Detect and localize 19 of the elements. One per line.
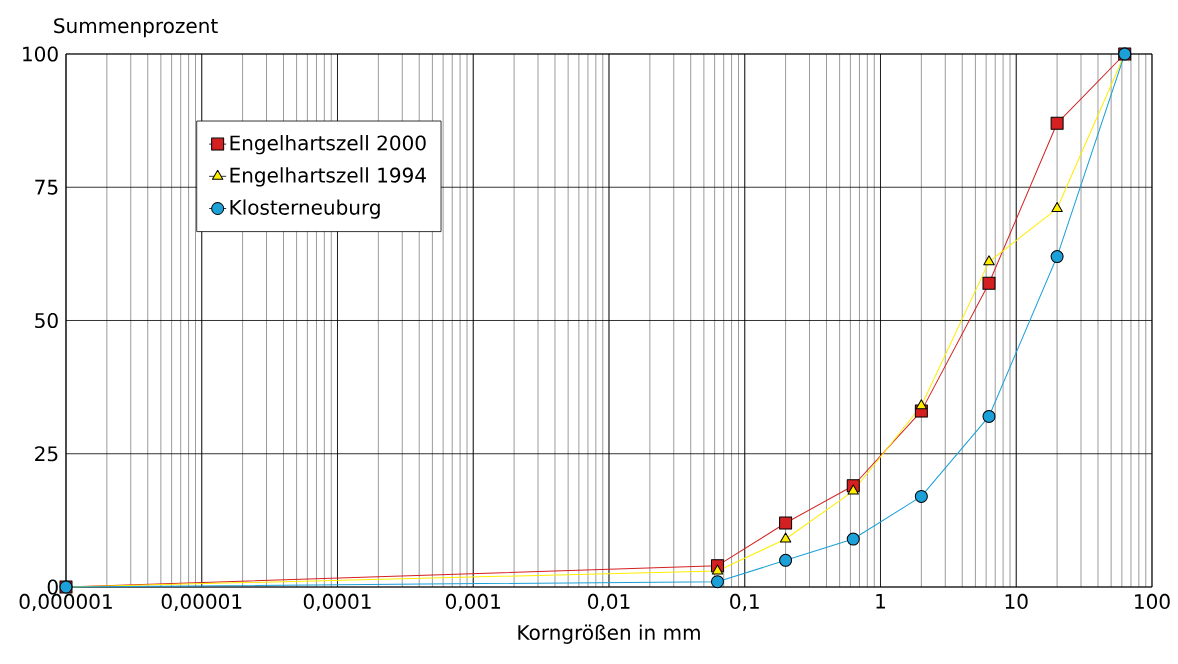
legend-label: Klosterneuburg [230,199,380,219]
x-tick-label: 0,0001 [303,593,371,612]
x-tick-label: 0,01 [588,593,630,612]
x-tick-label: 0,1 [730,593,759,612]
y-tick-label: 100 [23,46,58,62]
x-axis-title: Korngrößen in mm [518,624,700,644]
x-tick-label: 1 [876,593,886,609]
legend-label: Engelhartszell 1994 [230,167,426,187]
legend-label: Engelhartszell 2000 [230,135,426,155]
y-tick-label: 50 [35,312,58,329]
x-tick-label: 100 [1135,593,1170,609]
x-tick-label: 10 [1005,593,1028,609]
y-axis-title: Summenprozent [54,18,218,38]
x-tick-label: 0,000001 [19,593,112,612]
y-tick-label: 0 [47,579,58,595]
x-tick-label: 0,001 [445,593,501,612]
x-tick-label: 0,00001 [161,593,242,612]
y-tick-label: 25 [35,446,58,462]
y-tick-label: 75 [35,179,58,195]
